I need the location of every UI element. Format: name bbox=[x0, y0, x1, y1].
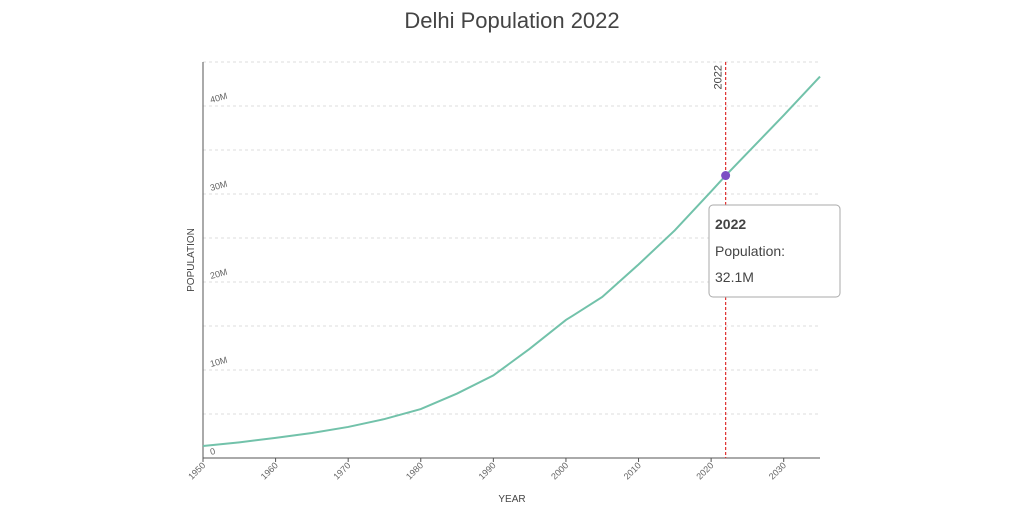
x-tick-label: 2010 bbox=[622, 460, 643, 481]
x-tick-label: 1950 bbox=[186, 460, 207, 481]
tooltip: 2022 Population: 32.1M bbox=[708, 204, 841, 298]
x-tick-label: 1980 bbox=[404, 460, 425, 481]
x-tick-label: 1970 bbox=[331, 460, 352, 481]
tooltip-title: 2022 bbox=[715, 216, 746, 232]
tooltip-text: Population: bbox=[715, 243, 785, 259]
y-tick-label: 30M bbox=[209, 179, 229, 193]
x-tick-label: 2020 bbox=[694, 460, 715, 481]
x-tick-label: 2000 bbox=[549, 460, 570, 481]
x-tick-label: 1990 bbox=[477, 460, 498, 481]
tooltip-value: 32.1M bbox=[715, 269, 754, 285]
y-tick-label: 10M bbox=[209, 355, 229, 369]
x-axis-label: YEAR bbox=[498, 494, 525, 505]
x-tick-label: 2030 bbox=[767, 460, 788, 481]
y-axis-label: POPULATION bbox=[186, 228, 197, 292]
chart-title: Delhi Population 2022 bbox=[404, 8, 619, 33]
y-tick-label: 40M bbox=[209, 91, 229, 105]
marker-point bbox=[721, 171, 731, 181]
marker-label: 2022 bbox=[713, 65, 725, 89]
x-tick-label: 1960 bbox=[259, 460, 280, 481]
tooltip-box bbox=[708, 204, 841, 298]
y-tick-label: 20M bbox=[209, 267, 229, 281]
y-tick-label: 0 bbox=[209, 446, 216, 457]
